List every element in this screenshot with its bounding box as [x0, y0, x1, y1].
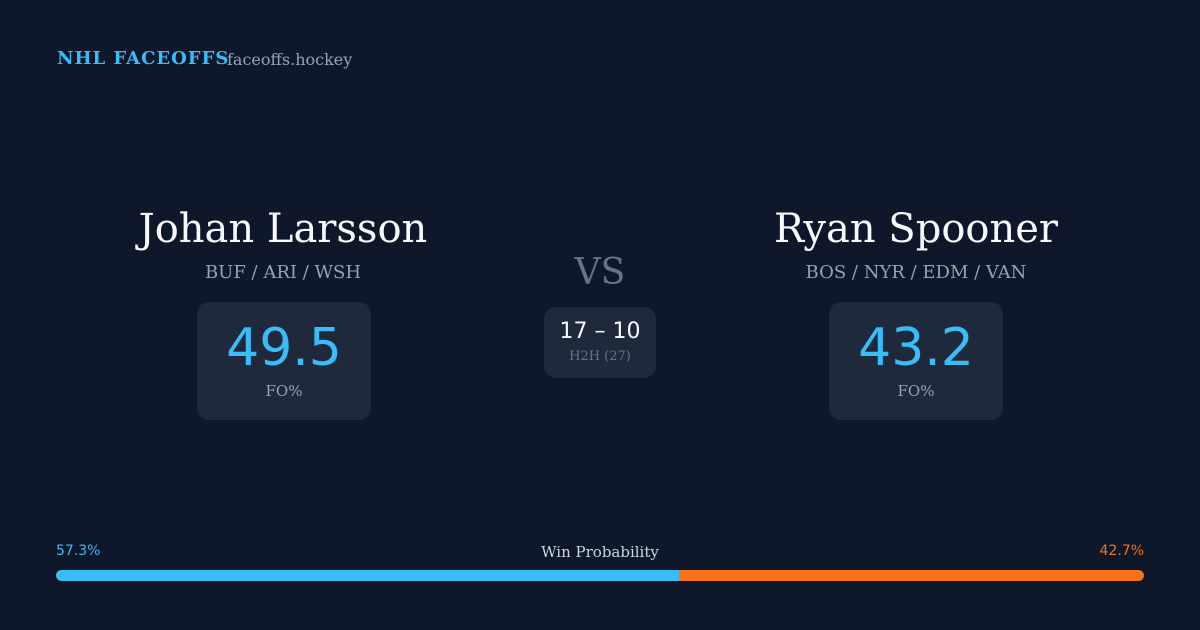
stat-box [829, 302, 1003, 420]
fo-label: FO% [897, 382, 935, 400]
win-prob-segment [679, 570, 1144, 581]
h2h-box [544, 307, 656, 378]
brand: NHL FACEOFFS [57, 48, 230, 69]
fo-pct: 43.2 [858, 318, 974, 378]
player-name: Ryan Spooner [773, 206, 1059, 252]
h2h-score: 17 – 10 [559, 319, 641, 344]
player-teams: BOS / NYR / EDM / VAN [805, 262, 1027, 283]
win-prob-label: 57.3% [56, 543, 101, 559]
win-prob-segment [56, 570, 680, 581]
player-teams: BUF / ARI / WSH [204, 262, 362, 283]
site: faceoffs.hockey [227, 50, 353, 69]
stat-box [197, 302, 371, 420]
versus: VS [574, 252, 626, 293]
fo-label: FO% [265, 382, 303, 400]
player-name: Johan Larsson [138, 206, 428, 252]
fo-pct: 49.5 [226, 318, 342, 378]
win-prob-title: Win Probability [541, 543, 659, 561]
h2h-label: H2H (27) [569, 349, 631, 364]
win-prob-bar [56, 570, 1144, 581]
win-prob-label: 42.7% [1099, 543, 1144, 559]
